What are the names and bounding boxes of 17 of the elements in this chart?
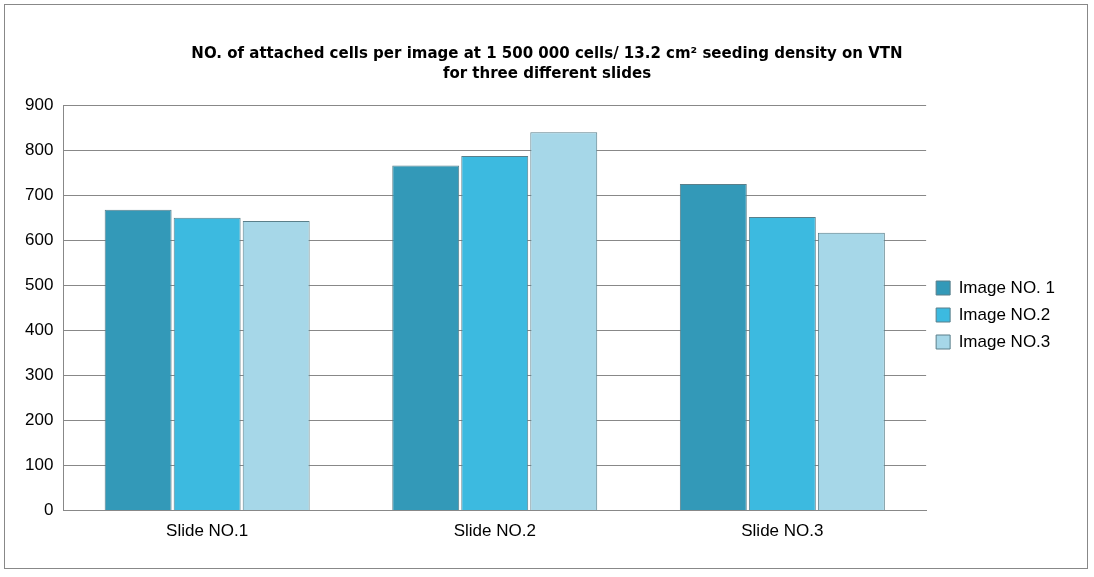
y-tick-label: 600	[24, 230, 54, 250]
legend-label: Image NO.2	[958, 304, 1051, 324]
y-tick-label: 200	[24, 410, 54, 430]
x-tick-label: Slide NO.1	[166, 521, 249, 541]
legend-label: Image NO.3	[958, 331, 1051, 351]
y-tick-label: 800	[24, 139, 54, 159]
y-tick-label: 0	[43, 500, 54, 520]
y-tick-label: 400	[24, 320, 54, 340]
y-tick-label: 700	[24, 184, 54, 204]
x-tick-label: Slide NO.2	[453, 521, 536, 541]
x-tick-label: Slide NO.3	[741, 521, 824, 541]
chart-title: NO. of attached cells per image at 1 500 000 cells/ 13.2 cm² seeding density on VTN for three different slides	[190, 43, 904, 83]
y-tick-label: 500	[24, 275, 54, 295]
y-tick-label: 900	[24, 94, 54, 114]
y-tick-label: 100	[24, 455, 54, 475]
legend-label: Image NO. 1	[958, 277, 1055, 297]
y-tick-label: 300	[24, 365, 54, 385]
